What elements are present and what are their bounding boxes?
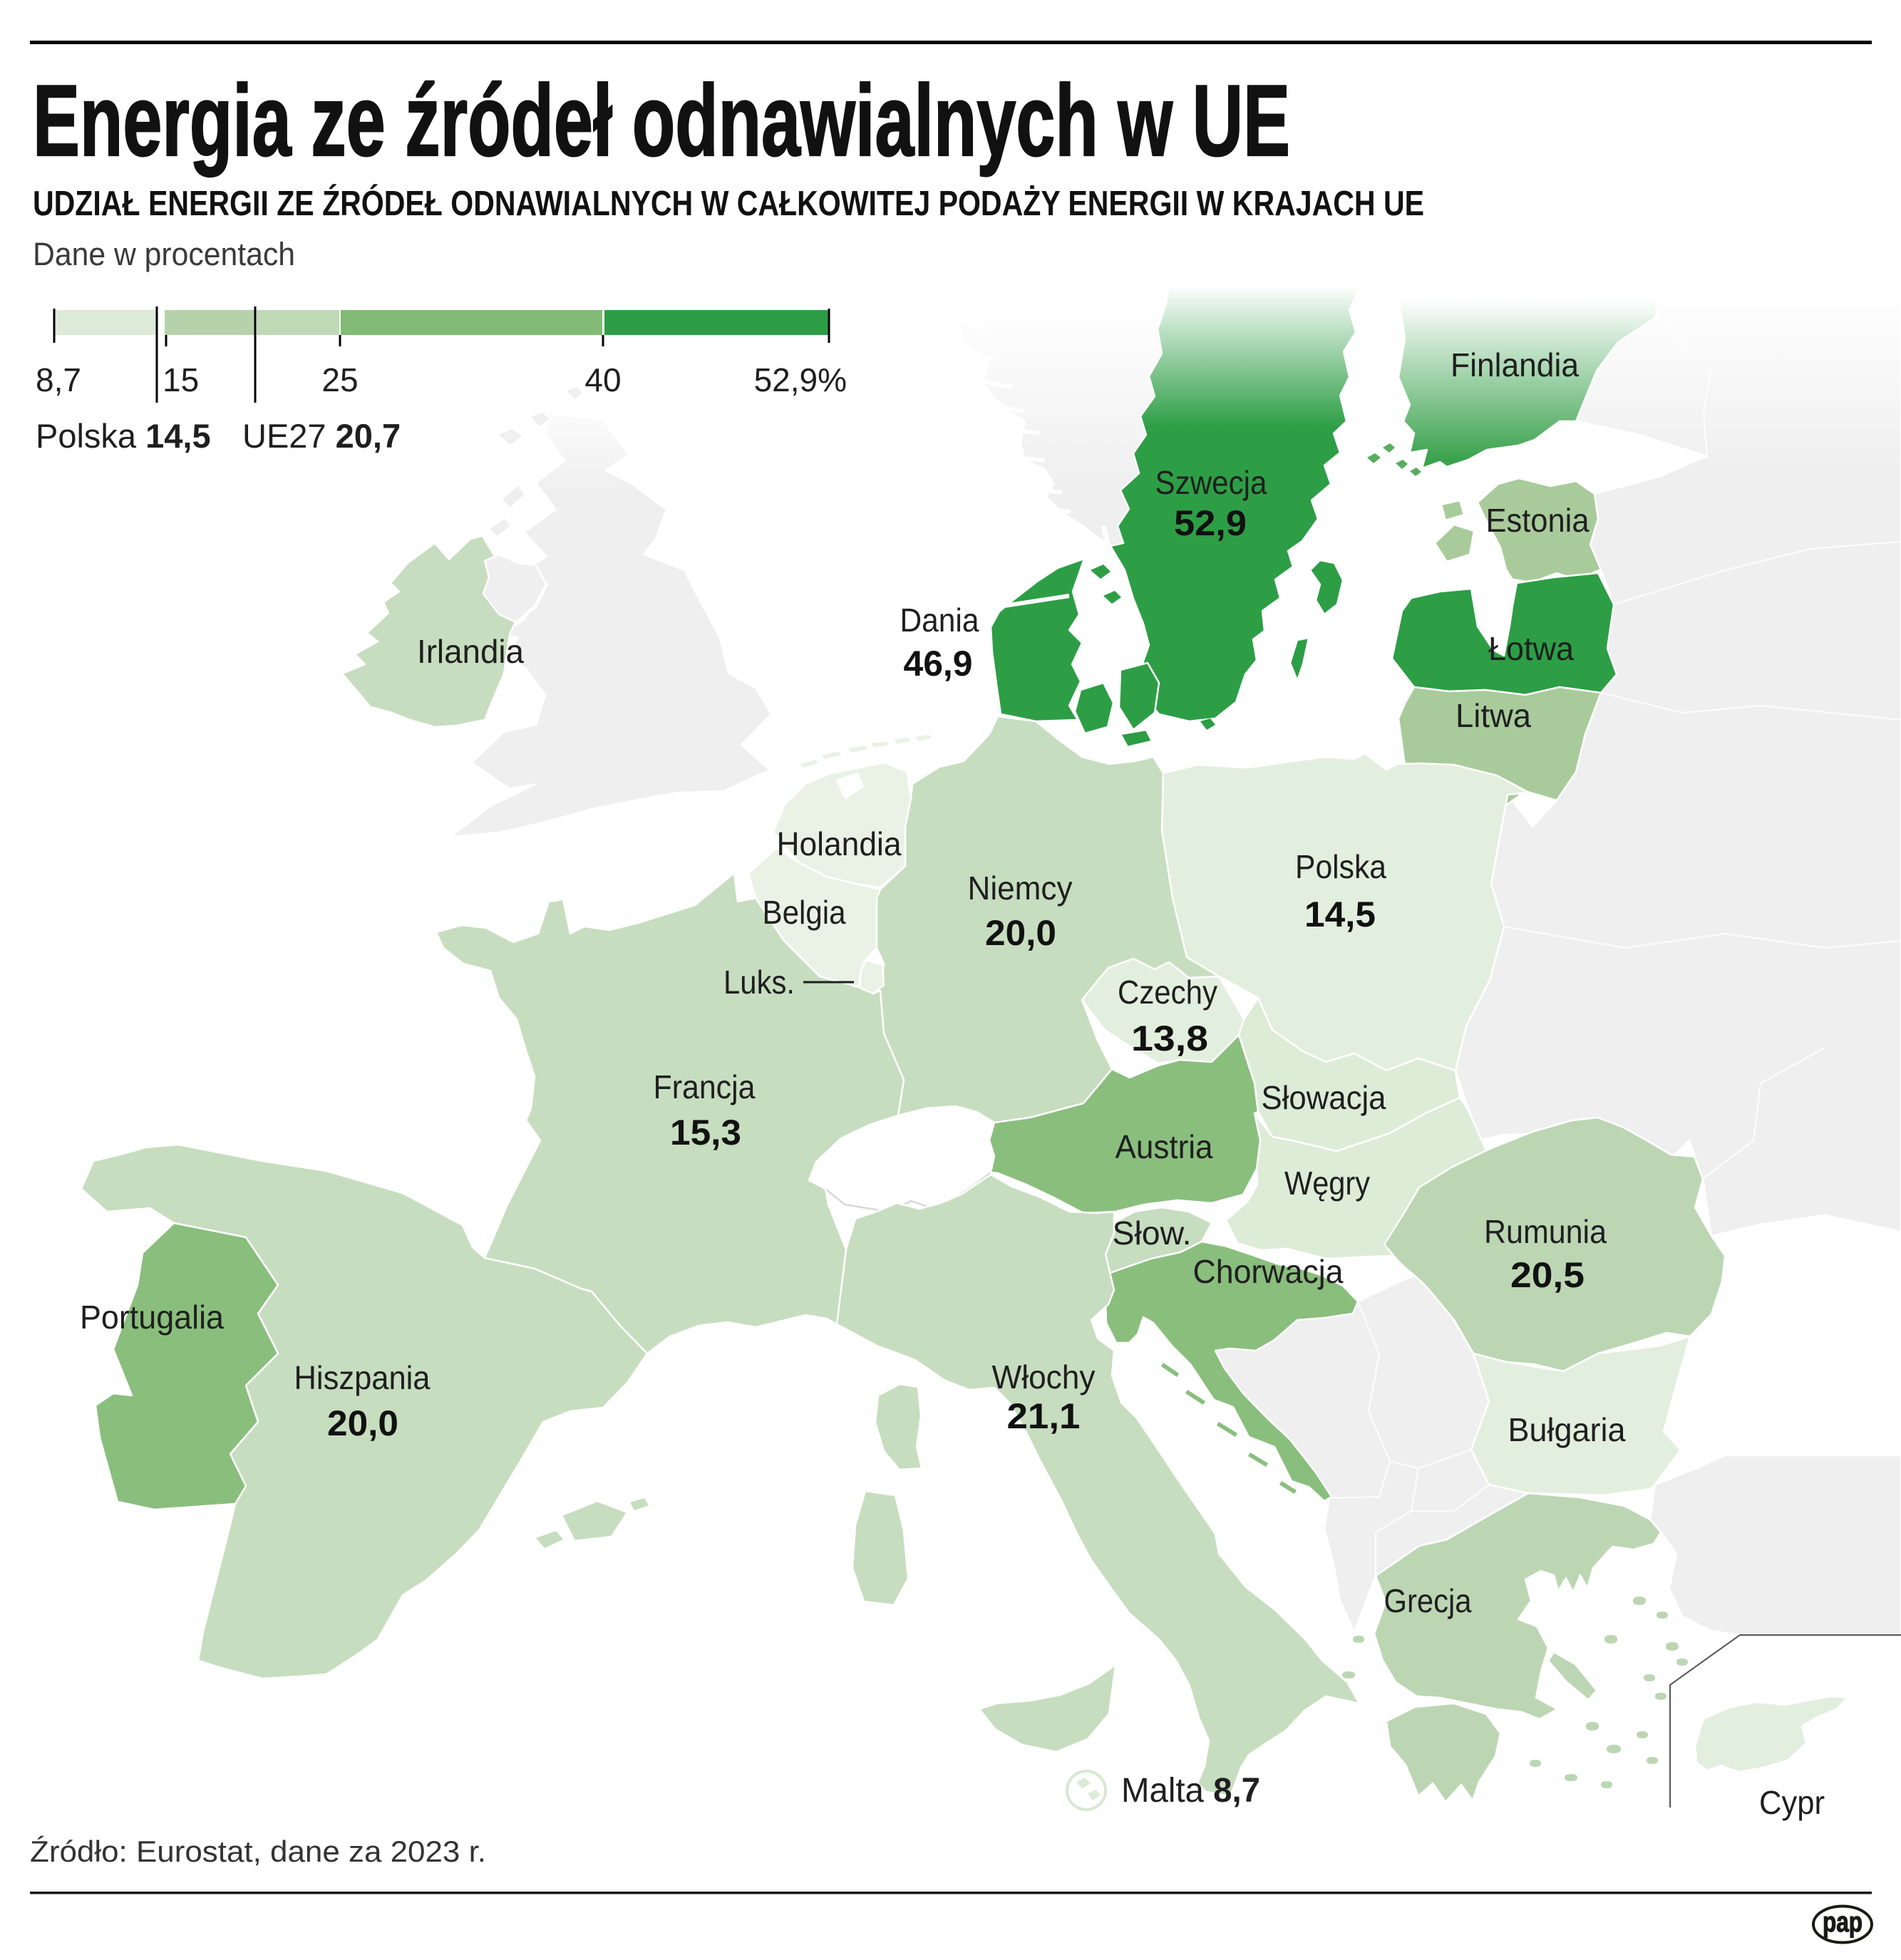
svg-text:Czechy: Czechy xyxy=(1118,974,1217,1011)
svg-text:52,9: 52,9 xyxy=(1174,503,1247,543)
svg-text:25: 25 xyxy=(321,361,358,398)
svg-text:21,1: 21,1 xyxy=(1007,1396,1081,1436)
svg-text:Austria: Austria xyxy=(1116,1128,1213,1165)
svg-text:20,0: 20,0 xyxy=(327,1403,398,1443)
svg-text:Węgry: Węgry xyxy=(1284,1165,1370,1202)
svg-text:14,5: 14,5 xyxy=(1304,894,1376,934)
svg-text:Niemcy: Niemcy xyxy=(968,870,1073,907)
svg-text:Rumunia: Rumunia xyxy=(1484,1213,1607,1250)
svg-text:Chorwacja: Chorwacja xyxy=(1193,1253,1344,1290)
svg-text:Francja: Francja xyxy=(654,1068,756,1105)
svg-text:Malta 8,7: Malta 8,7 xyxy=(1121,1772,1260,1810)
svg-text:Holandia: Holandia xyxy=(777,825,902,862)
svg-text:UE27 20,7: UE27 20,7 xyxy=(242,417,401,455)
svg-text:20,5: 20,5 xyxy=(1510,1255,1585,1295)
svg-text:Polska 14,5: Polska 14,5 xyxy=(36,417,211,455)
svg-text:40: 40 xyxy=(584,361,621,398)
svg-text:Portugalia: Portugalia xyxy=(80,1299,224,1336)
svg-text:Hiszpania: Hiszpania xyxy=(294,1359,431,1396)
svg-text:20,0: 20,0 xyxy=(985,913,1056,953)
svg-text:15: 15 xyxy=(163,361,199,398)
svg-text:Finlandia: Finlandia xyxy=(1451,346,1579,383)
svg-text:Włochy: Włochy xyxy=(992,1358,1096,1396)
svg-text:Źródło: Eurostat, dane za 2023: Źródło: Eurostat, dane za 2023 r. xyxy=(30,1835,486,1868)
svg-text:Polska: Polska xyxy=(1295,848,1386,885)
svg-text:Irlandia: Irlandia xyxy=(417,633,524,670)
svg-text:Słowacja: Słowacja xyxy=(1262,1079,1386,1116)
svg-text:Grecja: Grecja xyxy=(1384,1582,1472,1619)
svg-text:Cypr: Cypr xyxy=(1759,1784,1825,1821)
svg-text:pap: pap xyxy=(1823,1907,1863,1938)
svg-text:UDZIAŁ ENERGII ZE ŹRÓDEŁ ODNAW: UDZIAŁ ENERGII ZE ŹRÓDEŁ ODNAWIALNYCH W … xyxy=(33,184,1424,223)
svg-text:Belgia: Belgia xyxy=(763,894,846,931)
svg-text:Dane w procentach: Dane w procentach xyxy=(33,236,295,272)
svg-text:8,7: 8,7 xyxy=(36,361,81,398)
svg-text:Szwecja: Szwecja xyxy=(1155,464,1267,501)
svg-text:52,9%: 52,9% xyxy=(754,361,847,398)
svg-text:Energia ze źródeł odnawialnych: Energia ze źródeł odnawialnych w UE xyxy=(33,64,1290,177)
svg-text:46,9: 46,9 xyxy=(904,644,973,684)
svg-text:Bułgaria: Bułgaria xyxy=(1508,1411,1626,1448)
svg-text:Litwa: Litwa xyxy=(1456,697,1531,734)
svg-text:Łotwa: Łotwa xyxy=(1488,630,1574,667)
svg-text:Słow.: Słow. xyxy=(1113,1214,1192,1252)
svg-text:Estonia: Estonia xyxy=(1486,502,1590,539)
svg-text:13,8: 13,8 xyxy=(1131,1018,1208,1058)
svg-text:15,3: 15,3 xyxy=(670,1113,741,1152)
svg-text:Luks.: Luks. xyxy=(723,964,795,1001)
svg-text:Dania: Dania xyxy=(900,602,979,639)
